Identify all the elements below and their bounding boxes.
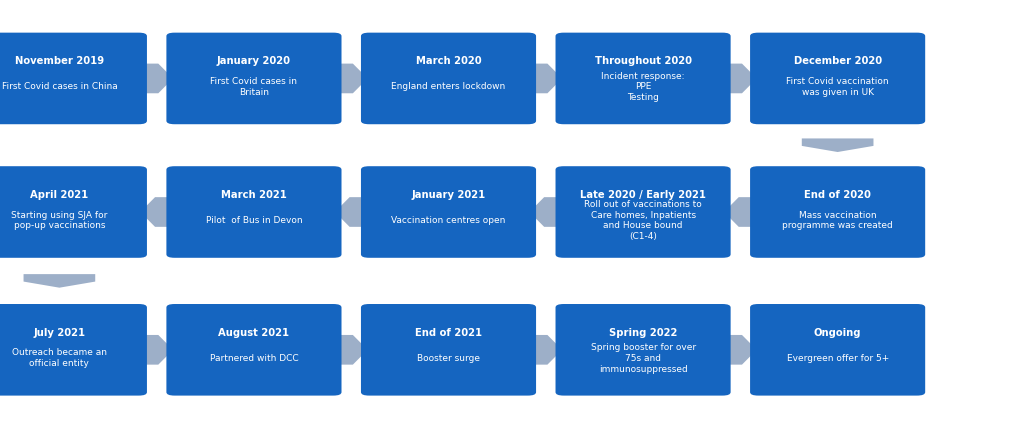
Text: August 2021: August 2021 bbox=[218, 328, 290, 338]
Text: December 2020: December 2020 bbox=[794, 56, 882, 67]
Text: January 2020: January 2020 bbox=[217, 56, 291, 67]
Text: Partnered with DCC: Partnered with DCC bbox=[210, 354, 298, 363]
Polygon shape bbox=[724, 335, 757, 365]
Text: End of 2021: End of 2021 bbox=[415, 328, 482, 338]
Text: July 2021: July 2021 bbox=[34, 328, 85, 338]
Text: Throughout 2020: Throughout 2020 bbox=[595, 56, 691, 67]
Polygon shape bbox=[529, 335, 562, 365]
Text: Vaccination centres open: Vaccination centres open bbox=[391, 216, 506, 225]
FancyBboxPatch shape bbox=[750, 166, 926, 258]
FancyBboxPatch shape bbox=[166, 304, 341, 396]
Polygon shape bbox=[724, 64, 757, 93]
FancyBboxPatch shape bbox=[0, 304, 147, 396]
Polygon shape bbox=[140, 64, 173, 93]
Polygon shape bbox=[802, 138, 873, 152]
FancyBboxPatch shape bbox=[166, 166, 341, 258]
Text: England enters lockdown: England enters lockdown bbox=[391, 82, 506, 92]
Polygon shape bbox=[529, 197, 562, 227]
Text: Booster surge: Booster surge bbox=[417, 354, 480, 363]
Polygon shape bbox=[24, 274, 95, 287]
FancyBboxPatch shape bbox=[750, 304, 926, 396]
FancyBboxPatch shape bbox=[360, 166, 537, 258]
FancyBboxPatch shape bbox=[0, 166, 147, 258]
Text: Mass vaccination
programme was created: Mass vaccination programme was created bbox=[782, 211, 893, 230]
FancyBboxPatch shape bbox=[555, 33, 731, 124]
Text: March 2020: March 2020 bbox=[416, 56, 481, 67]
Text: First Covid vaccination
was given in UK: First Covid vaccination was given in UK bbox=[786, 77, 889, 97]
Text: April 2021: April 2021 bbox=[31, 190, 88, 200]
Polygon shape bbox=[140, 335, 173, 365]
FancyBboxPatch shape bbox=[360, 304, 537, 396]
FancyBboxPatch shape bbox=[0, 33, 147, 124]
Text: Starting using SJA for
pop-up vaccinations: Starting using SJA for pop-up vaccinatio… bbox=[11, 211, 108, 230]
Text: Roll out of vaccinations to
Care homes, Inpatients
and House bound
(C1-4): Roll out of vaccinations to Care homes, … bbox=[585, 200, 701, 241]
Text: March 2021: March 2021 bbox=[221, 190, 287, 200]
FancyBboxPatch shape bbox=[750, 33, 926, 124]
FancyBboxPatch shape bbox=[360, 33, 537, 124]
FancyBboxPatch shape bbox=[555, 166, 731, 258]
Polygon shape bbox=[529, 64, 562, 93]
Text: Ongoing: Ongoing bbox=[814, 328, 861, 338]
Text: November 2019: November 2019 bbox=[14, 56, 104, 67]
Polygon shape bbox=[724, 197, 757, 227]
Text: Incident response:
PPE
Testing: Incident response: PPE Testing bbox=[601, 72, 685, 102]
Text: Late 2020 / Early 2021: Late 2020 / Early 2021 bbox=[580, 190, 707, 200]
Text: First Covid cases in
Britain: First Covid cases in Britain bbox=[211, 77, 297, 97]
Text: Spring booster for over
75s and
immunosuppressed: Spring booster for over 75s and immunosu… bbox=[591, 343, 695, 374]
Text: End of 2020: End of 2020 bbox=[804, 190, 871, 200]
Polygon shape bbox=[335, 197, 368, 227]
Polygon shape bbox=[335, 64, 368, 93]
Text: Pilot  of Bus in Devon: Pilot of Bus in Devon bbox=[206, 216, 302, 225]
Text: Outreach became an
official entity: Outreach became an official entity bbox=[12, 349, 106, 368]
Polygon shape bbox=[335, 335, 368, 365]
Text: First Covid cases in China: First Covid cases in China bbox=[1, 82, 118, 92]
Text: Spring 2022: Spring 2022 bbox=[609, 328, 677, 338]
Text: January 2021: January 2021 bbox=[412, 190, 485, 200]
FancyBboxPatch shape bbox=[166, 33, 341, 124]
Polygon shape bbox=[140, 197, 173, 227]
Text: Evergreen offer for 5+: Evergreen offer for 5+ bbox=[786, 354, 889, 363]
FancyBboxPatch shape bbox=[555, 304, 731, 396]
